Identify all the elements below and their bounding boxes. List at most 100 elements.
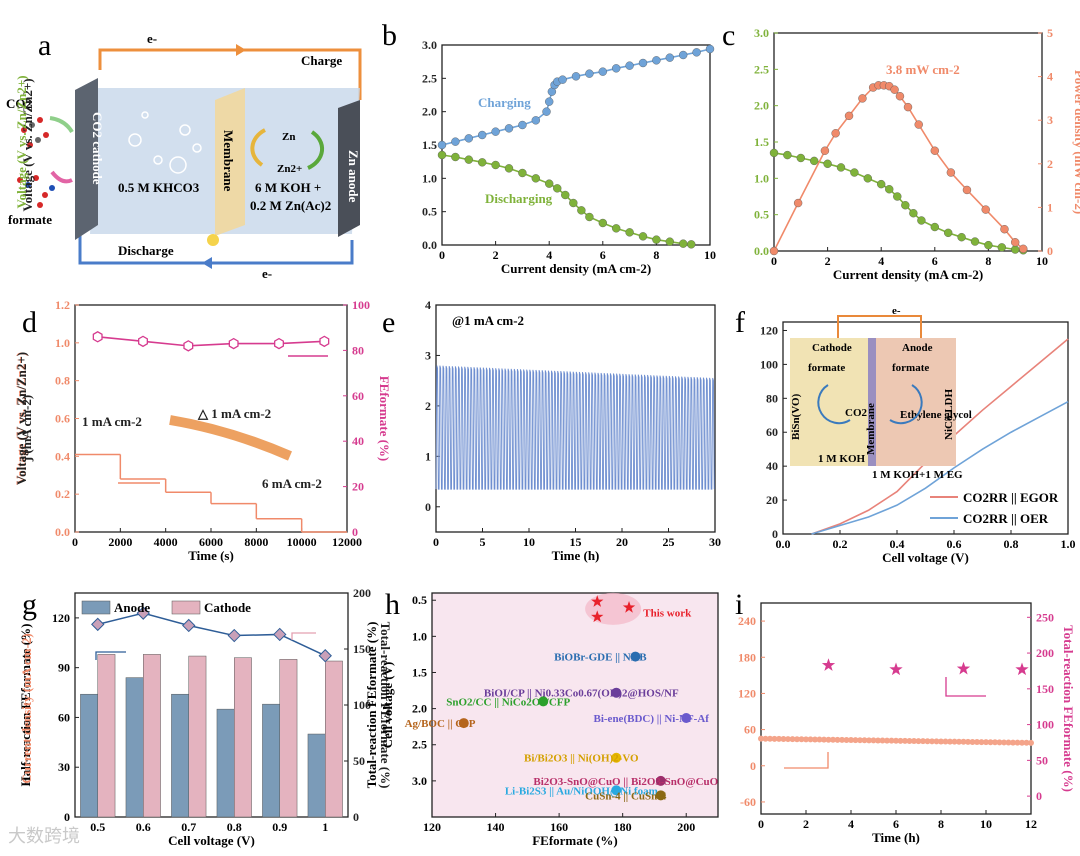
x-axis-label: Time (h)	[872, 830, 920, 845]
current-point	[816, 736, 823, 743]
power-point	[820, 146, 830, 155]
series-point	[692, 48, 701, 57]
panel-label-a: a	[38, 29, 51, 62]
inset-formate-left: formate	[808, 362, 845, 374]
voltage-point	[930, 222, 939, 232]
current-point	[848, 737, 854, 744]
cycling-trace	[435, 365, 715, 490]
x-tick-label: 0.2	[833, 537, 848, 551]
y-tick-label: 1.2	[55, 298, 70, 312]
point-label: CuSn-4 || CuSn-4	[585, 790, 667, 802]
x-tick-label: 12000	[332, 535, 362, 549]
current-point	[893, 737, 899, 744]
x-tick-label: 0.9	[272, 820, 287, 834]
y-axis-label: Voltage (V vs. Zn/Zn2+)	[13, 352, 28, 485]
current-point	[947, 738, 953, 745]
current-point	[911, 738, 917, 745]
point-label: Li-Bi2S3 || Au/NiOOH@Ni foam	[505, 785, 658, 797]
power-point	[890, 85, 899, 94]
current-point	[938, 738, 944, 745]
zn2-label: Zn2+	[277, 163, 302, 175]
scatter-point	[611, 785, 622, 796]
series-point	[478, 158, 487, 167]
series-point	[679, 50, 688, 60]
current-point	[915, 738, 922, 745]
x-tick-label: 2	[493, 248, 499, 262]
series-point	[652, 56, 661, 65]
zn-cycle-arrow-2	[307, 130, 325, 170]
anode-label: Zn anode	[346, 150, 361, 203]
y-tick-label: 0.5	[412, 593, 427, 607]
x-tick-label: 0.6	[947, 537, 962, 551]
chart-b: 0 2 4 6 8 10 0.0 0.5 1.0 1.5 2.0 2.5 3.0 Current dens…	[20, 38, 716, 276]
y2-tick-label: 100	[1036, 718, 1054, 732]
current-point	[776, 735, 782, 742]
y2-tick-label: 250	[1036, 610, 1054, 624]
plot-background	[432, 593, 718, 817]
scatter-point	[630, 651, 641, 662]
current-point	[762, 735, 769, 742]
series-point	[585, 69, 594, 78]
inset-membrane-label: Membrane	[865, 403, 877, 455]
fe-point	[889, 662, 903, 676]
series-point	[625, 61, 634, 70]
y-tick-label: 2.0	[754, 99, 769, 113]
bar	[80, 693, 98, 818]
y-tick-label: 1.0	[55, 336, 70, 350]
series-point	[638, 58, 648, 68]
fe-point	[274, 337, 284, 350]
y-axis-label: Voltage (V vs. Zn/Zn2+)	[14, 352, 29, 485]
panel-label-h: h	[385, 588, 400, 621]
inset-koh-label: 1 M KOH	[818, 453, 865, 465]
x-tick-label: 2000	[108, 535, 132, 549]
x-tick-label: 8000	[244, 535, 268, 549]
x-tick-label: 2	[825, 254, 831, 268]
current-point	[1023, 739, 1030, 746]
y2-tick-label: 60	[352, 389, 364, 403]
x-tick-label: 10	[1036, 254, 1048, 268]
voltage-point	[901, 201, 910, 210]
bar	[262, 703, 280, 818]
plot-frame	[431, 592, 719, 818]
current-point	[987, 739, 994, 746]
series-point	[679, 239, 688, 248]
charge-label: Charge	[301, 53, 342, 68]
series-point	[625, 228, 634, 237]
step-arrow	[169, 415, 292, 461]
e-top-label: e-	[147, 31, 157, 46]
y-tick-label: 0.5	[754, 208, 769, 222]
y2-tick-label: 0	[353, 810, 359, 824]
series-point	[612, 224, 621, 233]
x-tick-label: 0.0	[776, 537, 791, 551]
voltage-point	[850, 168, 859, 177]
power-point	[858, 94, 867, 103]
plot-frame	[74, 592, 349, 818]
series-point	[542, 107, 551, 116]
inset-nico-label: NiCo LDH	[943, 389, 955, 440]
series-point	[598, 218, 607, 228]
y-axis-label: Voltage (V vs. Zn/Zn2+)	[20, 78, 35, 211]
power-point	[793, 198, 803, 208]
current-point	[780, 735, 787, 742]
current-point	[866, 737, 872, 744]
bar	[325, 660, 343, 818]
y-tick-label: 0	[772, 527, 778, 541]
chart-e: 0 5 10 15 20 25 30 0 1 2 3 4 Time (h) Voltage (V vs. …	[14, 298, 721, 563]
x-tick-label: 4	[848, 817, 854, 831]
voltage-point	[944, 228, 953, 238]
current-point	[839, 736, 845, 743]
bar	[216, 708, 235, 818]
current-point	[758, 735, 764, 742]
fe-line	[97, 335, 325, 347]
voltage-point	[823, 159, 832, 169]
x-tick-label: 0.8	[227, 820, 242, 834]
right-axis-arrow	[291, 632, 316, 640]
point-label: This work	[643, 608, 692, 620]
current-point	[978, 739, 985, 746]
y-tick-label: 1.5	[412, 665, 427, 679]
voltage-point	[997, 243, 1006, 252]
y-tick-label: 0.5	[422, 205, 437, 219]
current-point	[812, 736, 818, 743]
fe-point	[319, 335, 330, 348]
